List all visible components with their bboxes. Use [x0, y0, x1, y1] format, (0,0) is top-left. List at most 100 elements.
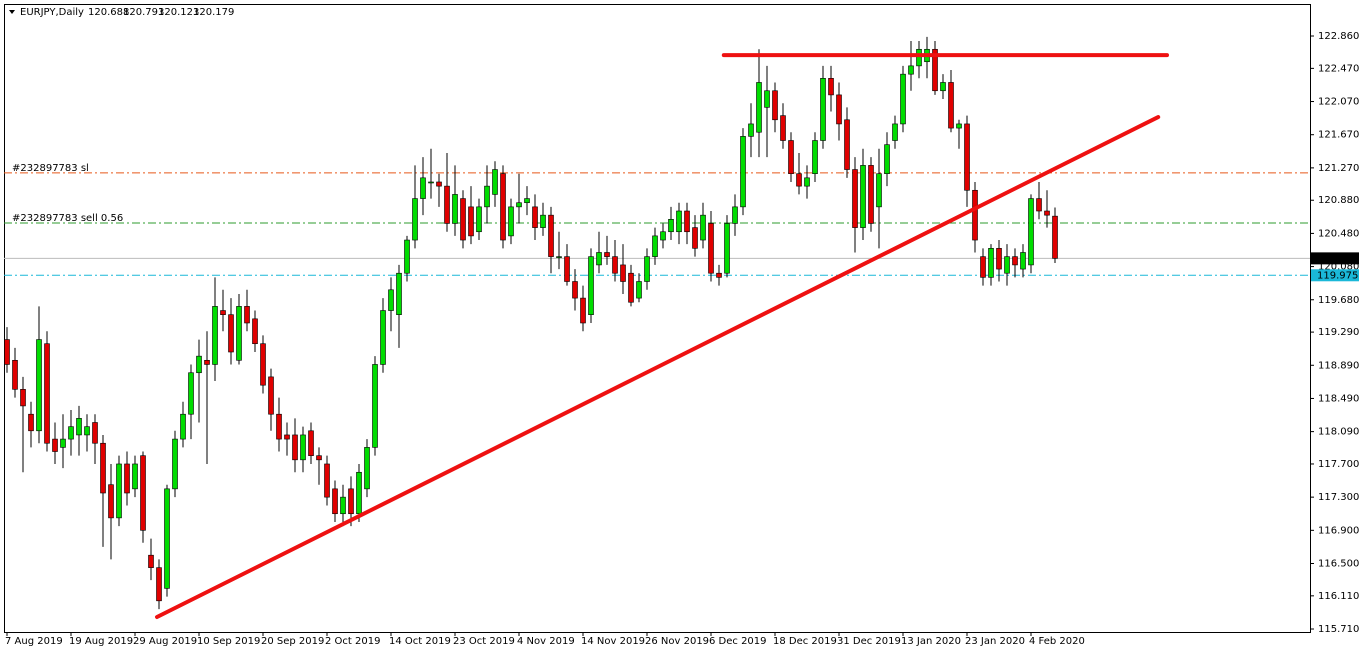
- candle-body: [324, 463, 330, 498]
- candle-body: [556, 256, 562, 258]
- x-tick-label: 14 Oct 2019: [389, 636, 451, 647]
- menu-arrow[interactable]: [9, 10, 15, 14]
- y-tick-label: 120.480: [1318, 228, 1359, 239]
- price-tag-label: 119.975: [1317, 270, 1358, 281]
- y-tick-label: 116.110: [1318, 591, 1359, 602]
- candle-body: [1028, 198, 1034, 266]
- candle-body: [1052, 215, 1058, 259]
- x-tick-label: 4 Nov 2019: [517, 636, 575, 647]
- candle-body: [180, 413, 186, 440]
- candle-body: [404, 239, 410, 274]
- y-tick-label: 117.300: [1318, 492, 1359, 503]
- candle-body: [692, 227, 698, 249]
- candle-body: [276, 413, 282, 440]
- candle-body: [364, 447, 370, 490]
- x-tick-label: 14 Nov 2019: [581, 636, 645, 647]
- price-tag: [1311, 252, 1359, 265]
- candle-body: [748, 123, 754, 137]
- candle-body: [868, 165, 874, 224]
- candle-body: [620, 264, 626, 282]
- y-tick-label: 118.890: [1318, 360, 1359, 371]
- y-tick-label: 116.500: [1318, 558, 1359, 569]
- candle-body: [804, 177, 810, 187]
- candle-body: [164, 488, 170, 589]
- candle-body: [716, 272, 722, 278]
- candle-body: [988, 248, 994, 278]
- candle-body: [828, 78, 834, 96]
- candle-body: [1004, 256, 1010, 274]
- candle-body: [572, 281, 578, 299]
- candle-body: [260, 343, 266, 386]
- candle-body: [84, 426, 90, 436]
- candle-body: [196, 355, 202, 374]
- candle-body: [972, 189, 978, 241]
- x-tick-label: 23 Jan 2020: [965, 636, 1025, 647]
- x-tick-label: 20 Sep 2019: [261, 636, 324, 647]
- candle-body: [764, 90, 770, 108]
- candle-body: [300, 434, 306, 461]
- candle-body: [372, 364, 378, 448]
- candle-body: [284, 434, 290, 440]
- candle-body: [36, 339, 42, 432]
- plot-frame: [4, 4, 1311, 633]
- x-tick-label: 19 Aug 2019: [69, 636, 133, 647]
- y-tick-label: 120.080: [1318, 262, 1359, 273]
- candle-body: [460, 198, 466, 241]
- candle-body: [484, 185, 490, 208]
- x-tick-label: 10 Sep 2019: [197, 636, 260, 647]
- candle-body: [60, 438, 66, 448]
- candle-body: [124, 463, 130, 494]
- x-tick-label: 29 Aug 2019: [133, 636, 197, 647]
- candle-body: [636, 281, 642, 299]
- candle-body: [292, 434, 298, 461]
- candle-body: [860, 165, 866, 228]
- candle-body: [492, 169, 498, 195]
- candle-body: [172, 438, 178, 490]
- x-tick-label: 6 Dec 2019: [709, 636, 767, 647]
- candle-body: [884, 144, 890, 174]
- candle-body: [908, 65, 914, 75]
- candle-body: [708, 223, 714, 274]
- candle-body: [900, 73, 906, 125]
- candle-body: [524, 198, 530, 204]
- header-close: 120.179: [193, 7, 234, 18]
- candle-body: [332, 488, 338, 515]
- candle-body: [732, 206, 738, 224]
- candle-body: [228, 314, 234, 353]
- candle-body: [252, 318, 258, 345]
- level-label: #232897783 sl: [12, 163, 89, 174]
- candle-body: [68, 426, 74, 440]
- candle-body: [52, 438, 58, 452]
- candle-body: [652, 235, 658, 257]
- candle-body: [236, 306, 242, 361]
- candle-body: [932, 48, 938, 92]
- price-tag-label: 120.179: [1317, 253, 1358, 264]
- candle-body: [444, 185, 450, 224]
- symbol: EURJPY,Daily: [20, 7, 84, 18]
- candle-body: [660, 231, 666, 241]
- candle-body: [12, 359, 18, 390]
- candle-body: [700, 214, 706, 241]
- candle-body: [564, 256, 570, 282]
- y-tick-label: 122.070: [1318, 97, 1359, 108]
- candle-body: [516, 202, 522, 208]
- candle-body: [244, 306, 250, 324]
- candle-body: [188, 372, 194, 415]
- y-tick-label: 118.090: [1318, 427, 1359, 438]
- y-tick-label: 119.290: [1318, 327, 1359, 338]
- candle-body: [1036, 198, 1042, 212]
- candle-body: [780, 115, 786, 141]
- header-low: 120.123: [158, 7, 199, 18]
- y-tick-label: 122.470: [1318, 63, 1359, 74]
- candle-body: [356, 471, 362, 515]
- header-open: 120.688: [88, 7, 129, 18]
- header-high: 120.793: [123, 7, 164, 18]
- y-tick-label: 116.900: [1318, 525, 1359, 536]
- candle-body: [756, 82, 762, 133]
- y-tick-label: 117.700: [1318, 459, 1359, 470]
- candle-body: [740, 136, 746, 208]
- y-tick-label: 121.670: [1318, 130, 1359, 141]
- candle-body: [876, 173, 882, 208]
- candle-body: [92, 422, 98, 444]
